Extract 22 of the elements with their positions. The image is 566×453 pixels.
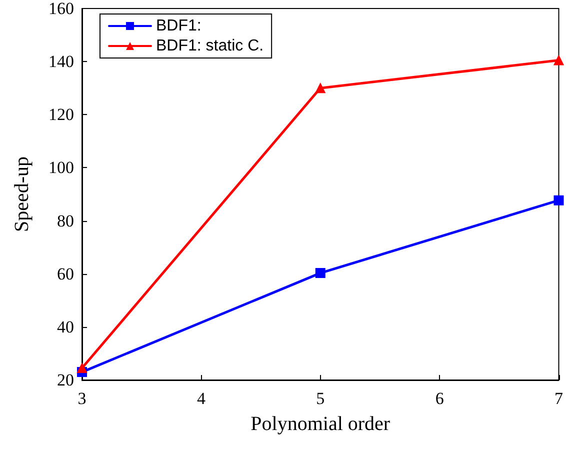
y-tick-label: 100 <box>48 158 74 178</box>
x-tick-label: 7 <box>554 389 564 408</box>
y-tick-label: 140 <box>48 52 74 72</box>
y-tick-label: 120 <box>48 105 74 124</box>
x-tick-label: 4 <box>196 389 206 408</box>
point <box>554 195 564 206</box>
point <box>315 83 326 94</box>
y-tick-label: 60 <box>57 264 74 284</box>
y-tick-label: 160 <box>48 0 74 18</box>
point <box>315 268 326 278</box>
legend-label: BDF1: <box>156 18 202 34</box>
x-axis-title: Polynomial order <box>250 413 390 435</box>
x-tick-label: 3 <box>78 389 86 408</box>
y-tick-label: 20 <box>57 370 74 390</box>
point <box>77 363 87 374</box>
y-tick-label: 80 <box>57 211 74 230</box>
y-tick-label: 40 <box>57 317 74 336</box>
point <box>554 55 564 66</box>
x-tick-label: 6 <box>435 389 444 408</box>
x-tick-label: 5 <box>316 389 325 408</box>
y-axis-title: Speed-up <box>11 156 33 232</box>
legend-label: BDF1: static C. <box>156 38 264 54</box>
